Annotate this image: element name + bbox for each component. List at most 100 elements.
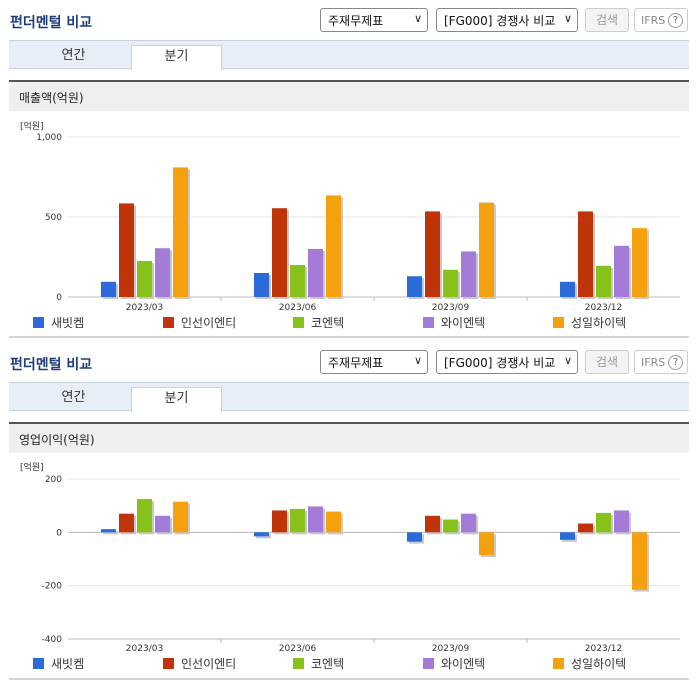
search-button[interactable]: 검색 (585, 350, 629, 374)
ifrs-label: IFRS (641, 14, 666, 27)
ifrs-label: IFRS (641, 356, 666, 369)
section-title: 펀더멘털 비교 (10, 357, 93, 373)
statement-type-value: 주재무제표 (328, 356, 384, 370)
y-tick-label: -200 (42, 582, 63, 592)
bar (614, 510, 629, 533)
bar (254, 273, 269, 297)
bar (461, 251, 476, 297)
x-tick-label: 2023/09 (432, 303, 470, 313)
bar (425, 515, 440, 533)
unit-label: [억원] (20, 122, 44, 132)
bar (173, 167, 188, 297)
bar (155, 515, 170, 533)
legend-swatch (423, 317, 434, 328)
legend-label: 새빗켐 (51, 657, 85, 671)
bar (308, 249, 323, 297)
bar-shadow (103, 531, 118, 535)
bar (596, 265, 611, 297)
tab-annual[interactable]: 연간 (61, 48, 86, 63)
legend-item[interactable]: 와이엔텍 (423, 655, 485, 672)
bar (596, 512, 611, 533)
period-tabs: 연간 분기 (9, 382, 689, 412)
legend-item[interactable]: 와이엔텍 (423, 314, 485, 331)
bar (290, 508, 305, 533)
chart-subheading: 영업이익(억원) (9, 422, 689, 453)
legend-label: 성일하이텍 (571, 316, 627, 330)
legend-item[interactable]: 성일하이텍 (553, 655, 626, 672)
bar (479, 532, 494, 555)
legend-swatch (553, 658, 564, 669)
bar (254, 532, 269, 537)
bar (272, 510, 287, 533)
legend-item[interactable]: 인선이엔티 (163, 655, 236, 672)
x-tick-label: 2023/12 (585, 644, 622, 654)
legend-swatch (33, 317, 44, 328)
bar (308, 506, 323, 533)
search-button[interactable]: 검색 (585, 8, 629, 32)
legend-label: 코엔텍 (311, 657, 345, 671)
revenue-panel: 펀더멘털 비교 주재무제표 ∨ [FG000] 경쟁사 비교 ∨ 검색 IFRS… (0, 8, 696, 338)
statement-type-value: 주재무제표 (328, 14, 384, 28)
legend-label: 새빗켐 (51, 316, 85, 330)
bar (101, 529, 116, 533)
y-tick-label: -400 (42, 635, 63, 645)
divider (9, 678, 689, 680)
chart-legend: 새빗켐 인선이엔티 코엔텍 와이엔텍 성일하이텍 (0, 314, 696, 332)
y-tick-label: 200 (45, 475, 62, 485)
y-tick-label: 0 (56, 293, 62, 303)
chevron-down-icon: ∨ (563, 12, 572, 25)
legend-item[interactable]: 코엔텍 (293, 314, 344, 331)
panel-header: 펀더멘털 비교 주재무제표 ∨ [FG000] 경쟁사 비교 ∨ 검색 IFRS… (0, 342, 696, 380)
x-tick-label: 2023/06 (279, 644, 317, 654)
legend-label: 성일하이텍 (571, 657, 627, 671)
tab-quarterly[interactable]: 분기 (131, 387, 222, 412)
bar (137, 499, 152, 533)
x-tick-label: 2023/12 (585, 303, 622, 313)
bar (137, 261, 152, 297)
chevron-down-icon: ∨ (563, 354, 572, 367)
ifrs-button[interactable]: IFRS ? (634, 350, 688, 374)
y-tick-label: 1,000 (36, 133, 62, 143)
bar (443, 269, 458, 297)
bar (479, 202, 494, 297)
legend-item[interactable]: 인선이엔티 (163, 314, 236, 331)
competitor-select[interactable]: [FG000] 경쟁사 비교 ∨ (436, 8, 578, 32)
bar (407, 532, 422, 542)
bar (101, 281, 116, 297)
bar (173, 501, 188, 533)
chevron-down-icon: ∨ (413, 354, 422, 367)
statement-type-select[interactable]: 주재무제표 ∨ (320, 350, 428, 374)
tab-annual[interactable]: 연간 (61, 390, 86, 405)
chart-subheading: 매출액(억원) (9, 80, 689, 111)
y-tick-label: 0 (56, 528, 62, 538)
legend-item[interactable]: 성일하이텍 (553, 314, 626, 331)
competitor-value: [FG000] 경쟁사 비교 (444, 356, 556, 370)
legend-item[interactable]: 새빗켐 (33, 314, 84, 331)
bar (326, 511, 341, 533)
legend-label: 와이엔텍 (441, 316, 486, 330)
bar (326, 195, 341, 297)
chevron-down-icon: ∨ (413, 12, 422, 25)
ifrs-button[interactable]: IFRS ? (634, 8, 688, 32)
bar (425, 211, 440, 297)
legend-item[interactable]: 코엔텍 (293, 655, 344, 672)
statement-type-select[interactable]: 주재무제표 ∨ (320, 8, 428, 32)
operating-profit-panel: 펀더멘털 비교 주재무제표 ∨ [FG000] 경쟁사 비교 ∨ 검색 IFRS… (0, 342, 696, 684)
bar (461, 513, 476, 533)
bar (290, 265, 305, 297)
legend-swatch (553, 317, 564, 328)
period-tabs: 연간 분기 (9, 40, 689, 70)
legend-swatch (293, 317, 304, 328)
help-icon[interactable]: ? (668, 355, 683, 370)
legend-label: 인선이엔티 (181, 657, 237, 671)
bar (578, 211, 593, 297)
bar (632, 228, 647, 297)
tab-quarterly[interactable]: 분기 (131, 45, 222, 70)
legend-item[interactable]: 새빗켐 (33, 655, 84, 672)
legend-swatch (163, 658, 174, 669)
competitor-select[interactable]: [FG000] 경쟁사 비교 ∨ (436, 350, 578, 374)
help-icon[interactable]: ? (668, 13, 683, 28)
bar (155, 248, 170, 297)
bar (119, 513, 134, 533)
revenue-bar-chart: 0 500 1,000 2023/03 2023/06 2023/09 2023/12 (36, 133, 680, 313)
